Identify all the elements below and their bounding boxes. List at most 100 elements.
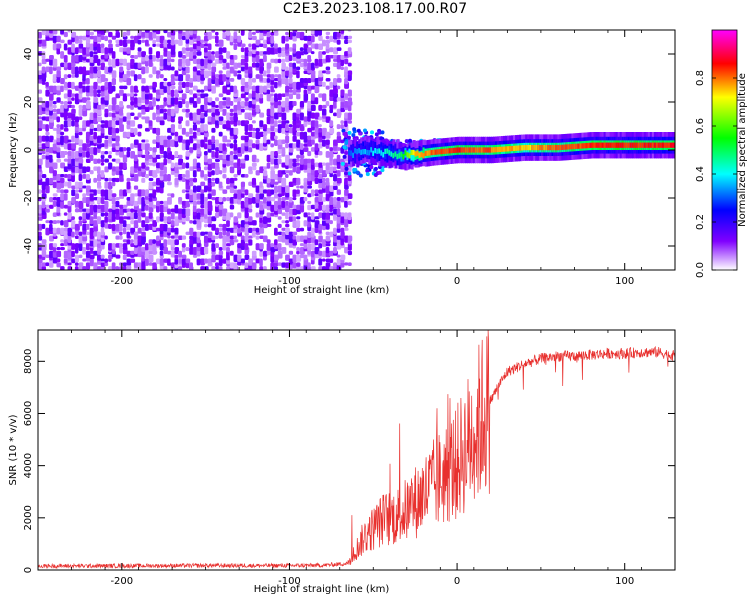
- heatmap-cell: [647, 142, 652, 148]
- heatmap-cell: [45, 81, 49, 87]
- heatmap-cell: [318, 30, 322, 36]
- heatmap-cell: [163, 112, 168, 120]
- heatmap-cell: [137, 97, 142, 103]
- heatmap-cell: [404, 139, 409, 144]
- heatmap-cell: [450, 147, 454, 154]
- heatmap-cell: [41, 51, 46, 60]
- colorbar-gradient: [711, 29, 738, 271]
- heatmap-cell: [74, 131, 79, 139]
- heatmap-cell: [130, 54, 135, 59]
- heatmap-cell: [418, 152, 422, 158]
- heatmap-cell: [82, 143, 88, 151]
- heatmap-cell: [167, 127, 172, 133]
- heatmap-cell: [303, 89, 308, 95]
- heatmap-cell: [74, 47, 80, 53]
- heatmap-cell: [174, 177, 179, 186]
- heatmap-cell: [292, 31, 297, 37]
- heatmap-cell: [60, 85, 64, 93]
- heatmap-cell: [104, 89, 108, 96]
- heatmap-cell: [310, 139, 315, 145]
- heatmap-cell: [178, 158, 184, 166]
- heatmap-cell: [97, 104, 102, 110]
- heatmap-cell: [237, 120, 241, 126]
- heatmap-cell: [100, 35, 105, 40]
- heatmap-cell: [318, 258, 323, 266]
- heatmap-cell: [248, 31, 253, 39]
- heatmap-cell: [226, 185, 231, 190]
- heatmap-cell: [108, 212, 113, 220]
- heatmap-cell: [229, 154, 235, 161]
- heatmap-cell: [185, 150, 191, 157]
- heatmap-cell: [325, 235, 331, 242]
- heatmap-cell: [248, 101, 253, 108]
- heatmap-cell: [178, 97, 183, 101]
- heatmap-cell: [196, 258, 201, 264]
- heatmap-cell: [156, 154, 161, 160]
- heatmap-cell: [307, 35, 312, 42]
- heatmap-cell: [85, 150, 90, 158]
- heatmap-cell: [255, 243, 260, 251]
- heatmap-cell: [181, 47, 186, 54]
- heatmap-cell: [244, 189, 249, 196]
- heatmap-cell: [259, 31, 264, 39]
- heatmap-cell: [148, 200, 154, 208]
- heatmap-cell: [303, 235, 309, 240]
- heatmap-cell: [336, 31, 341, 38]
- heatmap-cell: [141, 177, 146, 183]
- heatmap-cell: [259, 258, 263, 267]
- heatmap-cell: [108, 154, 112, 159]
- heatmap-cell: [354, 148, 358, 154]
- heatmap-cell: [274, 135, 278, 140]
- heatmap-cell: [277, 197, 282, 205]
- heatmap-cell: [222, 174, 227, 179]
- heatmap-cell: [657, 142, 662, 148]
- heatmap-cell: [174, 254, 179, 260]
- heatmap-cell: [244, 62, 249, 70]
- heatmap-cell: [89, 127, 94, 135]
- heatmap-cell: [203, 174, 208, 181]
- heatmap-cell: [211, 116, 216, 125]
- heatmap-cell: [215, 158, 220, 162]
- heatmap-cell: [170, 89, 175, 97]
- heatmap-cell: [226, 62, 230, 69]
- heatmap-cell: [318, 58, 323, 67]
- heatmap-cell: [336, 124, 341, 130]
- heatmap-cell: [170, 193, 175, 198]
- heatmap-cell: [211, 112, 216, 117]
- heatmap-cell: [152, 220, 157, 227]
- heatmap-cell: [97, 89, 102, 94]
- heatmap-cell: [115, 116, 120, 121]
- heatmap-cell: [38, 258, 43, 264]
- heatmap-cell: [333, 197, 337, 205]
- heatmap-cell: [347, 243, 352, 251]
- heatmap-cell: [45, 154, 51, 160]
- heatmap-cell: [347, 174, 352, 182]
- heatmap-cell: [38, 204, 43, 210]
- heatmap-cell: [545, 144, 549, 151]
- heatmap-cell: [310, 266, 316, 270]
- heatmap-cell: [56, 147, 61, 153]
- heatmap-cell: [611, 142, 615, 148]
- heatmap-cell: [240, 258, 246, 264]
- heatmap-cell: [296, 131, 301, 137]
- heatmap-cell: [240, 66, 246, 72]
- heatmap-cell: [74, 93, 80, 100]
- heatmap-cell: [248, 193, 254, 199]
- heatmap-cell: [270, 243, 275, 248]
- heatmap-cell: [38, 89, 43, 94]
- heatmap-cell: [255, 104, 260, 113]
- heatmap-cell: [336, 189, 341, 195]
- heatmap-cell: [45, 220, 50, 224]
- heatmap-cell: [259, 166, 265, 174]
- heatmap-cell: [277, 47, 282, 54]
- heatmap-cell: [292, 35, 297, 42]
- heatmap-cell: [211, 235, 216, 241]
- heatmap-cell: [115, 170, 120, 176]
- heatmap-cell: [189, 112, 193, 119]
- heatmap-cell: [226, 212, 231, 221]
- heatmap-cell: [277, 127, 282, 134]
- heatmap-cell: [281, 70, 286, 77]
- heatmap-cell: [281, 185, 286, 193]
- heatmap-cell: [104, 181, 109, 189]
- heatmap-cell: [78, 54, 84, 63]
